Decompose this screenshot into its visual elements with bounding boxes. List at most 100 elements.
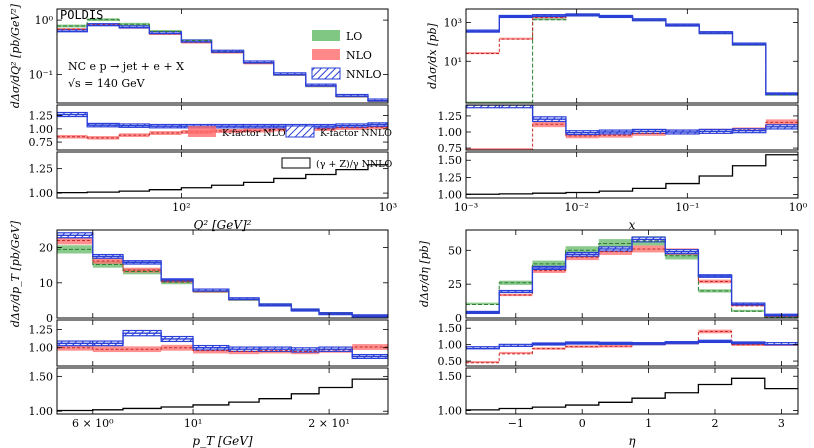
x-axis-label: η [628, 434, 636, 448]
lo-band [57, 245, 93, 254]
ratio-panel-eta [466, 377, 798, 411]
main-q2-frame [56, 8, 389, 104]
kfactor-q2-ytick-label: 0.75 [29, 136, 54, 149]
main-q2-ytick-label: 10⁰ [35, 14, 54, 27]
x-tick-label: 6 × 10⁰ [72, 417, 114, 430]
lo-band [119, 22, 150, 26]
ratio-panel-q2 [57, 164, 388, 194]
main-eta-ytick-label: 50 [448, 244, 462, 257]
kfactor-x-ytick-label: 0.75 [438, 142, 463, 155]
main-pt-ytick-label: 10 [39, 277, 53, 290]
nnlo-line [466, 238, 798, 316]
kfactor-x-frame [465, 104, 799, 151]
kfactor-pt-ytick-label: 1.25 [29, 323, 54, 336]
kfactor-x-ytick-label: 1.00 [438, 126, 463, 139]
legend-kfactor-nnlo-swatch [285, 125, 315, 138]
ratio-x-ytick-label: 1.25 [438, 171, 463, 184]
kfactor-nlo-band [211, 128, 244, 133]
nlo-band [123, 267, 162, 273]
lo-band [532, 18, 566, 21]
ratio-q2-ytick-label: 1.00 [29, 187, 54, 200]
legend-ratio-label: (γ + Z)/γ NNLO [316, 159, 393, 170]
lo-band [466, 302, 500, 305]
x-tick-label: 10⁰ [789, 201, 808, 214]
nlo-line [57, 240, 388, 317]
ratio-pt-ytick-label: 1.00 [29, 405, 54, 418]
ratio-panel-x [466, 154, 798, 195]
y-axis-label: dΔσ/dx [pb] [426, 22, 439, 88]
kfactor-nlo-band [149, 131, 182, 136]
main-eta-frame [465, 229, 799, 319]
kfactor-nlo-line [466, 121, 798, 150]
kfactor-pt-ytick-label: 1.00 [29, 342, 54, 355]
legend-label-nnlo: NNLO [346, 68, 382, 81]
legend-kfactor-nnlo-label: K-factor NNLO [320, 128, 392, 139]
main-pt-frame [56, 229, 389, 319]
process-text-line1: NC e p → jet + e + X [68, 60, 184, 73]
legend-label-lo: LO [346, 30, 362, 43]
lo-band [466, 101, 500, 103]
x-tick-label: 10⁻¹ [675, 201, 699, 214]
ratio-pt-frame [56, 367, 389, 415]
kfactor-panel-eta [466, 329, 798, 364]
ratio-x-ytick-label: 1.50 [438, 154, 463, 167]
nnlo-line [57, 234, 388, 317]
x-tick-label: 10⁻³ [454, 201, 478, 214]
process-text-line2: √s = 140 GeV [68, 77, 146, 90]
x-tick-label: 0 [579, 417, 586, 430]
x-tick-label: 10⁻² [565, 201, 589, 214]
ratio-panel-pt [57, 378, 388, 412]
kfactor-nlo-band [193, 347, 229, 354]
legend-swatch-nnlo [311, 67, 341, 80]
chart-pt: 0 10 20 1.00 1.25 1.00 1.50 6 × 10⁰ 10¹ 2 × 10¹ p_… [9, 220, 389, 448]
main-x-ytick-label: 10³ [444, 17, 462, 30]
legend-kfactor: K-factor NLO K-factor NNLO [188, 125, 392, 139]
kfactor-panel-x [466, 105, 798, 150]
main-panel-pt [57, 232, 388, 318]
main-q2-ytick-label: 10⁻¹ [29, 69, 53, 82]
nlo-band [499, 37, 533, 40]
lo-band [87, 18, 120, 22]
y-axis-label: dΔσ/dη [pb] [418, 240, 431, 307]
ratio-x-frame [465, 151, 799, 199]
x-tick-label: 10¹ [184, 417, 202, 430]
main-pt-ytick-label: 0 [46, 312, 53, 325]
ratio-q2-ytick-label: 1.25 [29, 163, 54, 176]
kfactor-nnlo-line [466, 105, 798, 134]
ratio-eta-ytick-label: 1.00 [438, 405, 463, 418]
legend-swatch-nlo [312, 49, 340, 60]
ratio-eta-frame [465, 367, 799, 415]
kfactor-nlo-band [532, 121, 566, 128]
kfactor-q2-ytick-label: 1.00 [29, 123, 54, 136]
ratio-line [57, 164, 388, 194]
kfactor-nnlo-line [466, 340, 798, 350]
ratio-q2-frame [56, 151, 389, 199]
kfactor-nnlo-line [57, 332, 388, 358]
y-axis-label: dΔσ/dQ² [pb/GeV²] [9, 3, 22, 108]
legend-label-nlo: NLO [346, 49, 372, 62]
kfactor-pt-frame [56, 319, 389, 367]
kfactor-nlo-band [499, 351, 533, 354]
chart-x: 10¹ 10³ 0.75 1.00 1.25 1.00 1.25 1.50 10⁻³ 10⁻² 10… [426, 8, 808, 232]
kfactor-q2-frame [56, 104, 389, 151]
x-tick-label: 3 [778, 417, 785, 430]
x-tick-label: 1 [645, 417, 652, 430]
kfactor-nlo-line [466, 331, 798, 364]
main-pt-ytick-label: 20 [39, 242, 53, 255]
nnlo-line [57, 24, 388, 102]
x-tick-label: 10³ [379, 201, 397, 214]
kfactor-nlo-band [161, 344, 194, 351]
x-axis-label: x [629, 218, 636, 232]
legend-main: LO NLO NNLO [311, 30, 382, 81]
kfactor-panel-pt [57, 329, 388, 360]
main-x-frame [465, 8, 799, 104]
nlo-band [532, 268, 566, 273]
kfactor-eta-frame [465, 319, 799, 367]
kfactor-q2-ytick-label: 1.25 [29, 110, 54, 123]
lo-band [499, 280, 533, 285]
main-panel-eta [466, 236, 798, 318]
ratio-x-ytick-label: 1.00 [438, 189, 463, 202]
